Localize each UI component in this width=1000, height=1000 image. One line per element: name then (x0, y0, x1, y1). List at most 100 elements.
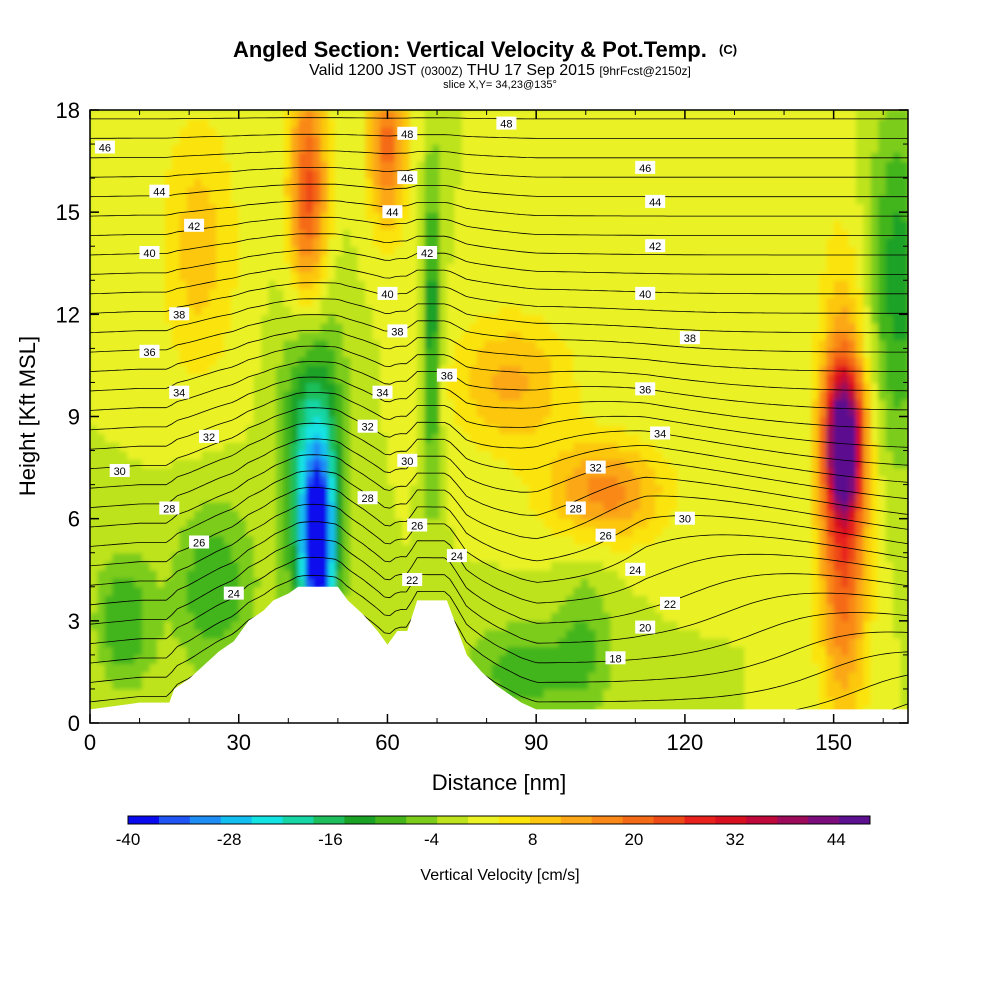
velocity-cell (506, 637, 515, 647)
velocity-cell (216, 110, 225, 120)
velocity-cell (208, 229, 218, 239)
velocity-cell (461, 467, 470, 477)
velocity-cell (513, 263, 522, 273)
velocity-cell (171, 442, 180, 452)
velocity-cell (119, 144, 128, 154)
velocity-cell (104, 229, 113, 239)
velocity-cell (595, 493, 604, 503)
velocity-cell (253, 220, 262, 230)
velocity-cell (350, 476, 359, 486)
velocity-cell (246, 161, 255, 171)
velocity-cell (573, 331, 582, 341)
velocity-cell (171, 127, 180, 137)
velocity-cell (536, 212, 545, 222)
velocity-cell (90, 127, 99, 137)
velocity-cell (142, 365, 151, 375)
velocity-cell (149, 688, 158, 699)
velocity-cell (357, 203, 366, 213)
velocity-cell (357, 484, 366, 494)
velocity-cell (179, 297, 188, 307)
velocity-cell (461, 620, 470, 630)
velocity-cell (142, 127, 151, 137)
velocity-cell (573, 203, 582, 213)
velocity-cell (142, 263, 151, 273)
velocity-cell (551, 518, 560, 528)
velocity-cell (90, 459, 99, 469)
velocity-cell (298, 416, 307, 426)
velocity-cell (112, 603, 121, 613)
velocity-cell (484, 390, 493, 401)
velocity-cell (387, 442, 396, 452)
velocity-cell (380, 152, 389, 162)
velocity-cell (595, 331, 604, 341)
velocity-cell (112, 195, 121, 205)
velocity-cell (573, 561, 582, 571)
velocity-cell (528, 229, 537, 239)
velocity-cell (268, 237, 277, 247)
velocity-cell (186, 612, 195, 622)
velocity-cell (119, 569, 128, 579)
velocity-cell (402, 399, 411, 409)
velocity-cell (104, 399, 113, 409)
velocity-cell (484, 416, 493, 426)
velocity-cell (320, 382, 329, 392)
velocity-cell (521, 169, 530, 179)
velocity-cell (469, 603, 478, 613)
velocity-cell (231, 356, 240, 367)
velocity-cell (290, 425, 299, 435)
velocity-cell (565, 110, 574, 120)
velocity-cell (484, 450, 493, 460)
velocity-cell (573, 263, 582, 273)
velocity-cell (357, 595, 366, 605)
velocity-cell (558, 407, 567, 418)
velocity-cell (461, 365, 470, 375)
velocity-cell (216, 135, 225, 145)
velocity-cell (156, 484, 165, 494)
velocity-cell (588, 297, 597, 307)
velocity-cell (558, 229, 567, 239)
velocity-cell (127, 586, 136, 596)
velocity-cell (424, 118, 433, 128)
velocity-cell (201, 297, 210, 307)
velocity-cell (454, 305, 463, 315)
velocity-cell (394, 390, 403, 401)
velocity-cell (365, 203, 374, 213)
velocity-cell (580, 161, 589, 171)
velocity-cell (476, 433, 485, 443)
velocity-cell (551, 178, 560, 188)
velocity-cell (156, 450, 165, 460)
velocity-cell (90, 195, 99, 205)
velocity-cell (290, 297, 299, 307)
velocity-cell (543, 680, 552, 690)
velocity-cell (142, 578, 151, 588)
velocity-cell (595, 356, 604, 367)
velocity-cell (365, 331, 374, 341)
velocity-cell (275, 356, 284, 367)
velocity-cell (551, 314, 560, 324)
velocity-cell (424, 416, 433, 426)
velocity-cell (171, 399, 180, 409)
velocity-cell (290, 169, 299, 179)
velocity-cell (543, 110, 552, 120)
velocity-cell (446, 186, 455, 196)
velocity-cell (171, 152, 180, 162)
velocity-cell (424, 297, 433, 307)
velocity-cell (134, 297, 143, 307)
velocity-cell (335, 348, 344, 358)
velocity-cell (454, 220, 463, 230)
velocity-cell (238, 595, 247, 605)
velocity-cell (90, 263, 99, 273)
velocity-cell (365, 118, 374, 128)
velocity-cell (380, 467, 389, 477)
velocity-cell (327, 425, 336, 435)
velocity-cell (104, 569, 113, 579)
velocity-cell (313, 416, 322, 426)
velocity-cell (104, 510, 113, 520)
velocity-cell (469, 203, 478, 213)
velocity-cell (439, 246, 448, 256)
velocity-cell (565, 671, 574, 682)
velocity-cell (342, 161, 351, 171)
velocity-cell (565, 433, 574, 443)
velocity-cell (327, 331, 336, 341)
velocity-cell (134, 612, 143, 622)
